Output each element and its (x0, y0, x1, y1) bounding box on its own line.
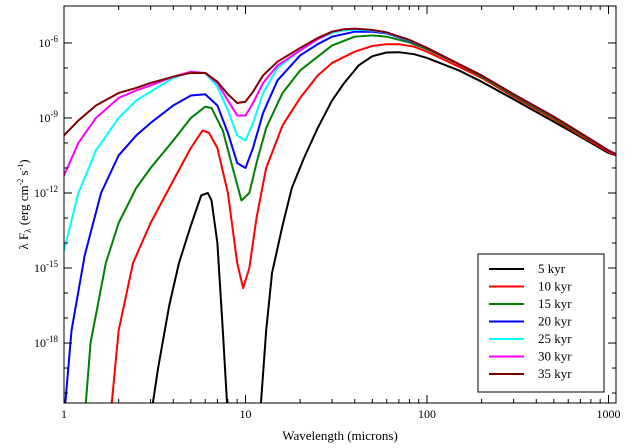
axis-ticks (63, 6, 616, 403)
legend-label: 35 kyr (538, 366, 572, 381)
plot-frame (63, 5, 617, 404)
y-tick-label: 10-15 (34, 259, 58, 275)
y-tick-label: 10-12 (34, 184, 58, 200)
series-line-5 (64, 28, 616, 252)
x-tick-label: 100 (418, 407, 436, 421)
y-axis-label: λ Fλ (erg cm-2 s-1) (16, 159, 33, 249)
series-curves (64, 27, 616, 403)
legend-label: 15 kyr (538, 296, 572, 311)
legend-label: 30 kyr (538, 349, 572, 364)
y-tick-label: 10-9 (39, 109, 59, 125)
legend-label: 25 kyr (538, 331, 572, 346)
legend-label: 20 kyr (538, 314, 572, 329)
x-axis-label: Wavelength (microns) (282, 428, 398, 443)
legend-box (477, 253, 605, 393)
series-line-6 (64, 27, 616, 177)
series-line-1 (151, 191, 229, 403)
axis-tick-labels: 1 10 100 1000 10-18 10-15 10-12 10-9 10-6 (34, 34, 620, 421)
y-tick-label: 10-6 (39, 34, 59, 50)
legend-label: 10 kyr (538, 279, 572, 294)
series-line-2 (110, 43, 616, 403)
y-tick-label: 10-18 (34, 334, 58, 350)
series-line-7 (64, 27, 616, 156)
legend-label: 5 kyr (538, 261, 566, 276)
x-tick-label: 1000 (596, 407, 620, 421)
x-tick-label: 1 (61, 407, 67, 421)
legend: 5 kyr 10 kyr 15 kyr 20 kyr 25 kyr 30 kyr 35 ky… (477, 253, 605, 393)
series-line-1-branch (259, 51, 616, 403)
x-tick-label: 10 (239, 407, 251, 421)
